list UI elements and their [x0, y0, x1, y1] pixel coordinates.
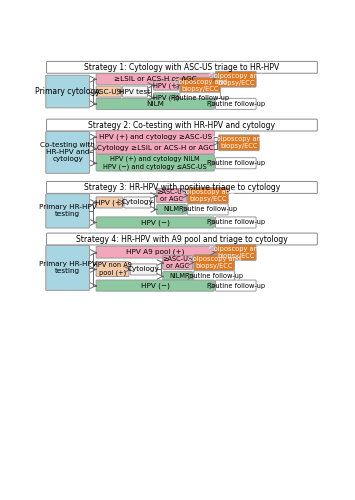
Text: HPV (−): HPV (−): [141, 219, 170, 226]
Text: NILM: NILM: [170, 274, 186, 280]
FancyBboxPatch shape: [47, 62, 317, 73]
Text: ≥LSIL or ACS-H or AGC: ≥LSIL or ACS-H or AGC: [114, 76, 197, 82]
Text: Colposcopy and
biopsy/ECC: Colposcopy and biopsy/ECC: [187, 256, 241, 269]
Text: Routine follow-up: Routine follow-up: [179, 206, 237, 212]
Text: HPV (+): HPV (+): [153, 82, 179, 88]
Text: Routine follow-up: Routine follow-up: [207, 220, 265, 226]
Text: Cytology ≥LSIL or ACS-H or AGC: Cytology ≥LSIL or ACS-H or AGC: [97, 145, 214, 151]
Text: HPV (+) and cytology ≥ASC-US: HPV (+) and cytology ≥ASC-US: [99, 134, 212, 140]
FancyBboxPatch shape: [96, 86, 121, 97]
FancyBboxPatch shape: [96, 246, 214, 258]
FancyBboxPatch shape: [157, 204, 186, 214]
FancyBboxPatch shape: [215, 72, 256, 87]
FancyBboxPatch shape: [153, 93, 179, 102]
Text: Co-testing with
HR-HPV and
cytology: Co-testing with HR-HPV and cytology: [40, 142, 95, 163]
FancyBboxPatch shape: [194, 254, 234, 270]
FancyBboxPatch shape: [96, 197, 123, 208]
Text: Primary cytology: Primary cytology: [35, 87, 100, 96]
Text: Colposcopy and
biopsy/ECC: Colposcopy and biopsy/ECC: [209, 246, 262, 259]
FancyBboxPatch shape: [96, 74, 214, 85]
FancyBboxPatch shape: [47, 233, 317, 245]
FancyBboxPatch shape: [46, 75, 89, 108]
Text: Primary HR-HPV
testing: Primary HR-HPV testing: [39, 262, 97, 274]
FancyBboxPatch shape: [180, 92, 220, 104]
FancyBboxPatch shape: [215, 280, 256, 291]
Text: Colposcopy and
biopsy/ECC: Colposcopy and biopsy/ECC: [174, 79, 227, 92]
Text: NILM: NILM: [163, 206, 180, 212]
FancyBboxPatch shape: [187, 188, 228, 204]
Text: Routine follow-up: Routine follow-up: [207, 101, 265, 107]
Text: HPV A9 pool (+): HPV A9 pool (+): [126, 249, 184, 256]
FancyBboxPatch shape: [187, 204, 228, 215]
Text: Routine follow-up: Routine follow-up: [185, 274, 243, 280]
FancyBboxPatch shape: [96, 142, 214, 154]
Text: ≥ASC-US
or AGC: ≥ASC-US or AGC: [157, 189, 186, 202]
FancyBboxPatch shape: [194, 271, 234, 282]
FancyBboxPatch shape: [47, 182, 317, 194]
FancyBboxPatch shape: [124, 197, 151, 208]
FancyBboxPatch shape: [96, 154, 214, 171]
FancyBboxPatch shape: [46, 132, 89, 173]
FancyBboxPatch shape: [96, 98, 214, 110]
FancyBboxPatch shape: [96, 280, 214, 291]
FancyBboxPatch shape: [163, 256, 192, 270]
FancyBboxPatch shape: [46, 246, 89, 290]
Text: Strategy 1: Cytology with ASC-US triage to HR-HPV: Strategy 1: Cytology with ASC-US triage …: [84, 63, 280, 72]
FancyBboxPatch shape: [215, 217, 256, 228]
FancyBboxPatch shape: [122, 86, 148, 97]
Text: HPV (−): HPV (−): [141, 282, 170, 289]
Text: ASC-US: ASC-US: [95, 88, 122, 94]
Text: HPV non A9
pool (+): HPV non A9 pool (+): [93, 262, 132, 276]
Text: HPV (+): HPV (+): [95, 199, 124, 205]
FancyBboxPatch shape: [157, 188, 186, 202]
Text: Cytology: Cytology: [128, 266, 159, 272]
FancyBboxPatch shape: [219, 135, 259, 150]
Text: Primary HR-HPV
testing: Primary HR-HPV testing: [39, 204, 97, 218]
Text: HPV (−): HPV (−): [153, 94, 179, 101]
Text: Colposcopy and
biopsy/ECC: Colposcopy and biopsy/ECC: [212, 136, 266, 149]
FancyBboxPatch shape: [215, 98, 256, 110]
Text: NILM: NILM: [146, 101, 164, 107]
Text: Strategy 3: HR-HPV with positive triage to cytology: Strategy 3: HR-HPV with positive triage …: [84, 183, 280, 192]
Text: Routine follow-up: Routine follow-up: [207, 282, 265, 288]
FancyBboxPatch shape: [215, 158, 256, 168]
Text: Routine follow-up: Routine follow-up: [171, 94, 229, 100]
FancyBboxPatch shape: [180, 78, 220, 94]
Text: ≥ASC-US
or AGC: ≥ASC-US or AGC: [163, 256, 193, 269]
Text: Cytology: Cytology: [121, 200, 153, 205]
FancyBboxPatch shape: [163, 272, 192, 281]
Text: Strategy 4: HR-HPV with A9 pool and triage to cytology: Strategy 4: HR-HPV with A9 pool and tria…: [76, 234, 288, 244]
FancyBboxPatch shape: [96, 130, 214, 142]
FancyBboxPatch shape: [153, 80, 179, 90]
Text: Strategy 2: Co-testing with HR-HPV and cytology: Strategy 2: Co-testing with HR-HPV and c…: [88, 120, 275, 130]
Text: Colposcopy and
biopsy/ECC: Colposcopy and biopsy/ECC: [181, 189, 234, 202]
Text: HPV (+) and cytology NILM
HPV (−) and cytology ≤ASC-US: HPV (+) and cytology NILM HPV (−) and cy…: [103, 156, 207, 170]
Text: Routine follow-up: Routine follow-up: [207, 160, 265, 166]
FancyBboxPatch shape: [96, 262, 129, 276]
FancyBboxPatch shape: [47, 119, 317, 131]
Text: Colposcopy and
biopsy/ECC: Colposcopy and biopsy/ECC: [209, 72, 262, 86]
Text: HPV test: HPV test: [120, 88, 151, 94]
FancyBboxPatch shape: [215, 244, 256, 260]
FancyBboxPatch shape: [130, 264, 157, 275]
FancyBboxPatch shape: [46, 194, 89, 228]
FancyBboxPatch shape: [96, 217, 214, 228]
